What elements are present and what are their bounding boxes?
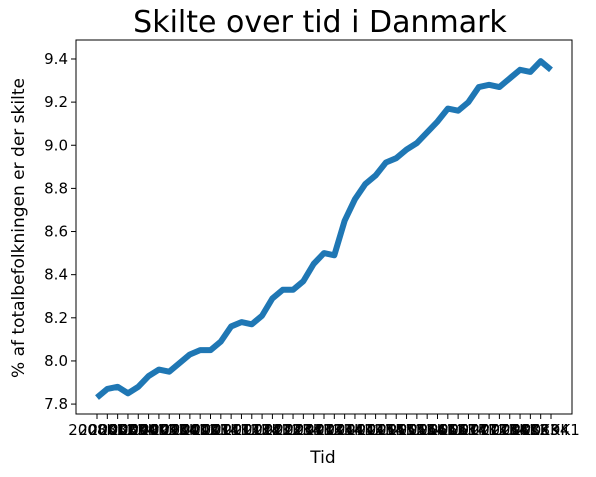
x-tick-label: 2013K4 (306, 421, 364, 439)
x-tick-label: 2018K2 (491, 421, 549, 439)
x-tick-label: 2014K2 (326, 421, 384, 439)
x-tick-label: 2009K1 (109, 421, 167, 439)
x-tick-label: 2012K2 (244, 421, 302, 439)
x-tick-label: 2018K3 (502, 421, 560, 439)
x-tick-label: 2016K4 (429, 421, 487, 439)
x-tick-label: 2019K1 (522, 421, 580, 439)
x-tick-label: 2010K4 (182, 421, 240, 439)
x-tick-label: 2013K2 (285, 421, 343, 439)
x-tick-label: 2016K3 (419, 421, 477, 439)
x-tick-label: 2010K1 (151, 421, 209, 439)
x-tick-label: 2015K4 (388, 421, 446, 439)
x-tick-label: 2015K2 (367, 421, 425, 439)
x-tick-label: 2009K4 (140, 421, 198, 439)
x-tick-label: 2009K2 (120, 421, 178, 439)
x-tick-label: 2016K1 (398, 421, 456, 439)
line (95, 58, 553, 400)
x-tick-label: 2008K2 (79, 421, 137, 439)
x-tick-label: 2017K3 (460, 421, 518, 439)
x-tick-label: 2011K4 (223, 421, 281, 439)
y-tick-label: 9.2 (44, 93, 68, 111)
x-tick-label: 2011K1 (192, 421, 250, 439)
x-tick-label: 2014K3 (336, 421, 394, 439)
y-tick-label: 8.8 (44, 179, 68, 197)
y-tick-label: 9.4 (44, 50, 68, 68)
x-tick-label: 2014K1 (316, 421, 374, 439)
y-tick-label: 8.0 (44, 352, 68, 370)
x-tick-label: 2011K2 (202, 421, 260, 439)
x-tick-label: 2013K1 (275, 421, 333, 439)
x-tick-label: 2016K2 (409, 421, 467, 439)
x-tick-label: 2008K1 (68, 421, 126, 439)
x-tick-label: 2015K3 (378, 421, 436, 439)
x-tick-label: 2009K3 (130, 421, 188, 439)
x-tick-label: 2010K2 (161, 421, 219, 439)
chart-title: Skilte over tid i Danmark (133, 5, 507, 40)
y-axis-label: % af totalbefolkningen er der skilte (9, 78, 29, 378)
x-tick-label: 2015K1 (357, 421, 415, 439)
x-tick-label: 2017K4 (471, 421, 529, 439)
y-tick-label: 8.4 (44, 266, 68, 284)
x-axis-label: Tid (309, 448, 335, 468)
x-tick-label: 2012K4 (264, 421, 322, 439)
y-tick-label: 7.8 (44, 395, 68, 413)
x-tick-label: 2011K3 (213, 421, 271, 439)
x-tick-label: 2012K1 (233, 421, 291, 439)
x-tick-label: 2017K1 (440, 421, 498, 439)
x-tick-label: 2014K4 (347, 421, 405, 439)
x-tick-label: 2018K4 (512, 421, 570, 439)
x-tick-label: 2013K3 (295, 421, 353, 439)
y-tick-label: 9.0 (44, 136, 68, 154)
x-tick-label: 2017K2 (450, 421, 508, 439)
y-tick-label: 8.6 (44, 223, 68, 241)
x-tick-label: 2012K3 (254, 421, 312, 439)
x-tick-label: 2008K3 (89, 421, 147, 439)
plot-frame (75, 39, 573, 415)
x-tick-label: 2010K3 (171, 421, 229, 439)
y-tick-label: 8.2 (44, 309, 68, 327)
x-tick-label: 2018K1 (481, 421, 539, 439)
x-tick-label: 2008K4 (99, 421, 157, 439)
